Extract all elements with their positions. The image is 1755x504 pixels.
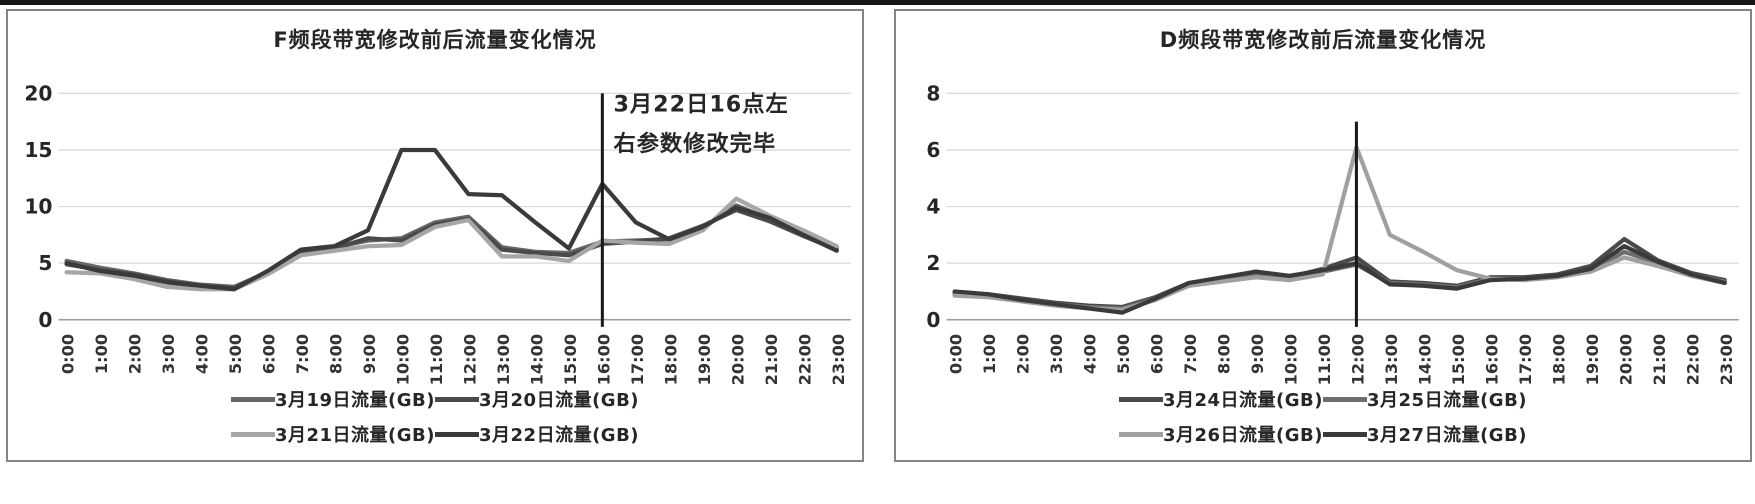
svg-text:17:00: 17:00 <box>628 334 647 385</box>
svg-text:6:00: 6:00 <box>260 334 279 374</box>
legend-item: 3月27日流量(GB) <box>1323 421 1527 447</box>
f-band-legend: 3月19日流量(GB) 3月20日流量(GB) 3月21日流量(GB) 3月22… <box>8 386 862 447</box>
svg-text:0:00: 0:00 <box>59 334 78 374</box>
svg-text:20: 20 <box>24 81 52 105</box>
svg-text:11:00: 11:00 <box>427 334 446 385</box>
legend-row: 3月24日流量(GB) 3月25日流量(GB) <box>1118 386 1527 412</box>
legend-label: 3月22日流量(GB) <box>479 425 640 447</box>
svg-text:3:00: 3:00 <box>1047 334 1066 374</box>
svg-text:2: 2 <box>926 251 940 275</box>
legend-label: 3月19日流量(GB) <box>274 390 435 412</box>
svg-text:18:00: 18:00 <box>661 334 680 385</box>
svg-text:15: 15 <box>24 138 52 162</box>
svg-text:右参数修改完毕: 右参数修改完毕 <box>613 130 776 157</box>
legend-item: 3月24日流量(GB) <box>1118 386 1323 412</box>
legend-item: 3月20日流量(GB) <box>435 386 639 412</box>
legend-item: 3月25日流量(GB) <box>1323 386 1527 412</box>
svg-text:20:00: 20:00 <box>1616 334 1635 385</box>
legend-label: 3月21日流量(GB) <box>274 425 435 447</box>
svg-text:0: 0 <box>926 308 940 332</box>
svg-text:5: 5 <box>38 251 52 275</box>
svg-text:12:00: 12:00 <box>460 334 479 385</box>
svg-text:6:00: 6:00 <box>1148 334 1167 374</box>
svg-text:1:00: 1:00 <box>980 334 999 374</box>
svg-text:0:00: 0:00 <box>947 334 966 374</box>
svg-text:15:00: 15:00 <box>561 334 580 385</box>
svg-text:9:00: 9:00 <box>360 334 379 374</box>
svg-text:12:00: 12:00 <box>1348 334 1367 385</box>
svg-text:8:00: 8:00 <box>1215 334 1234 374</box>
svg-text:3月22日16点左: 3月22日16点左 <box>613 92 788 118</box>
charts-container: F频段带宽修改前后流量变化情况 0 5 10 15 20 0:00 1:00 2:00 3:00… <box>0 5 1755 462</box>
svg-text:19:00: 19:00 <box>695 334 714 385</box>
svg-text:10: 10 <box>24 195 52 219</box>
svg-text:4: 4 <box>926 195 940 219</box>
legend-label: 3月20日流量(GB) <box>479 390 640 412</box>
svg-text:4:00: 4:00 <box>193 334 212 374</box>
svg-text:23:00: 23:00 <box>1717 334 1736 385</box>
svg-text:6: 6 <box>926 138 940 162</box>
d-band-chart-panel: D频段带宽修改前后流量变化情况 0 2 4 6 8 0:00 1:00 2:00 3:00 4:0… <box>894 9 1752 462</box>
svg-text:14:00: 14:00 <box>1415 334 1434 385</box>
svg-text:22:00: 22:00 <box>1683 334 1702 385</box>
svg-text:11:00: 11:00 <box>1315 334 1334 385</box>
svg-text:2:00: 2:00 <box>1014 334 1033 374</box>
svg-text:7:00: 7:00 <box>1181 334 1200 374</box>
series-line-marker <box>435 396 479 402</box>
svg-text:21:00: 21:00 <box>762 334 781 385</box>
svg-text:23:00: 23:00 <box>829 334 848 385</box>
series-line-marker <box>435 431 479 437</box>
series-line-marker <box>1118 396 1163 402</box>
svg-text:5:00: 5:00 <box>1114 334 1133 374</box>
svg-text:7:00: 7:00 <box>293 334 312 374</box>
legend-label: 3月25日流量(GB) <box>1367 390 1528 412</box>
svg-text:1:00: 1:00 <box>92 334 111 374</box>
svg-text:3:00: 3:00 <box>159 334 178 374</box>
svg-text:19:00: 19:00 <box>1583 334 1602 385</box>
legend-label: 3月27日流量(GB) <box>1367 425 1528 447</box>
svg-text:0: 0 <box>38 308 52 332</box>
f-band-chart-title: F频段带宽修改前后流量变化情况 <box>273 28 597 52</box>
svg-text:8: 8 <box>926 81 940 105</box>
svg-text:14:00: 14:00 <box>527 334 546 385</box>
svg-text:9:00: 9:00 <box>1248 334 1267 374</box>
legend-item: 3月19日流量(GB) <box>230 386 435 412</box>
svg-text:13:00: 13:00 <box>494 334 513 385</box>
svg-text:10:00: 10:00 <box>394 334 413 385</box>
svg-text:20:00: 20:00 <box>728 334 747 385</box>
svg-text:18:00: 18:00 <box>1549 334 1568 385</box>
svg-text:8:00: 8:00 <box>327 334 346 374</box>
svg-text:10:00: 10:00 <box>1282 334 1301 385</box>
legend-row: 3月26日流量(GB) 3月27日流量(GB) <box>1118 421 1527 447</box>
svg-text:13:00: 13:00 <box>1382 334 1401 385</box>
legend-item: 3月21日流量(GB) <box>230 421 435 447</box>
series-line-marker <box>1118 431 1163 437</box>
svg-text:2:00: 2:00 <box>126 334 145 374</box>
series-line-marker <box>1323 431 1367 437</box>
series-line-marker <box>230 431 275 437</box>
d-band-line-chart: 0 2 4 6 8 0:00 1:00 2:00 3:00 4:00 5:00 6:00 7:00 8:0… <box>926 81 1739 385</box>
svg-text:5:00: 5:00 <box>226 334 245 374</box>
d-band-chart-title: D频段带宽修改前后流量变化情况 <box>1159 28 1487 52</box>
svg-text:15:00: 15:00 <box>1449 334 1468 385</box>
legend-row: 3月19日流量(GB) 3月20日流量(GB) <box>230 386 639 412</box>
svg-text:4:00: 4:00 <box>1081 334 1100 374</box>
legend-item: 3月26日流量(GB) <box>1118 421 1323 447</box>
svg-text:16:00: 16:00 <box>1482 334 1501 385</box>
series-line-marker <box>230 396 275 402</box>
f-band-line-chart: 0 5 10 15 20 0:00 1:00 2:00 3:00 4:00 5:00 6:00 7:00… <box>24 81 851 385</box>
legend-label: 3月26日流量(GB) <box>1162 425 1323 447</box>
screenshot-top-border <box>0 0 1755 5</box>
svg-text:21:00: 21:00 <box>1650 334 1669 385</box>
legend-label: 3月24日流量(GB) <box>1162 390 1323 412</box>
svg-text:17:00: 17:00 <box>1516 334 1535 385</box>
series-line-marker <box>1323 396 1367 402</box>
legend-item: 3月22日流量(GB) <box>435 421 639 447</box>
svg-text:16:00: 16:00 <box>594 334 613 385</box>
svg-text:22:00: 22:00 <box>795 334 814 385</box>
d-band-legend: 3月24日流量(GB) 3月25日流量(GB) 3月26日流量(GB) 3月27… <box>896 386 1750 447</box>
legend-row: 3月21日流量(GB) 3月22日流量(GB) <box>230 421 639 447</box>
f-band-chart-panel: F频段带宽修改前后流量变化情况 0 5 10 15 20 0:00 1:00 2:00 3:00… <box>6 9 864 462</box>
